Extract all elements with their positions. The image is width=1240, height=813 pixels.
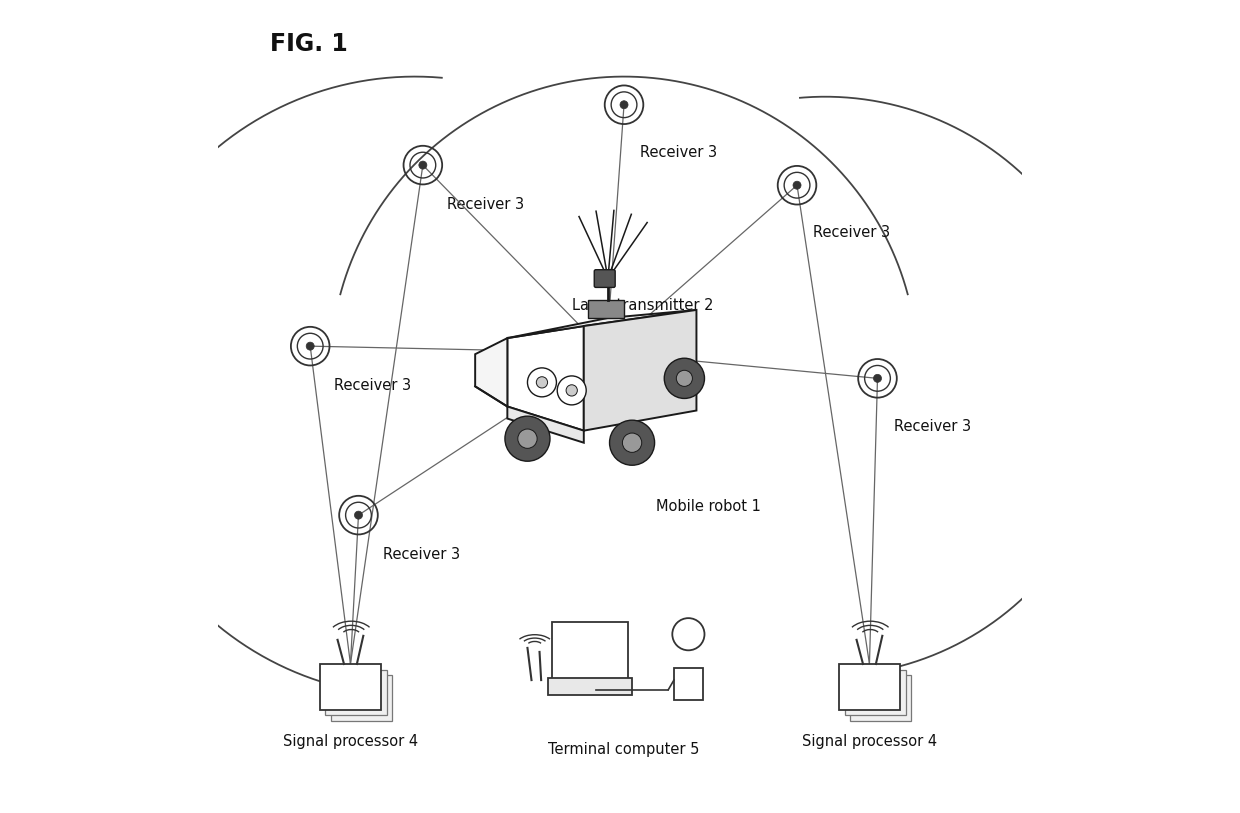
Circle shape bbox=[567, 385, 578, 396]
Polygon shape bbox=[475, 338, 507, 406]
Circle shape bbox=[419, 161, 427, 169]
Circle shape bbox=[620, 101, 627, 109]
FancyBboxPatch shape bbox=[839, 664, 900, 710]
Circle shape bbox=[672, 618, 704, 650]
FancyBboxPatch shape bbox=[594, 270, 615, 288]
FancyBboxPatch shape bbox=[320, 664, 381, 710]
Circle shape bbox=[873, 374, 882, 382]
Polygon shape bbox=[507, 406, 584, 443]
Text: Receiver 3: Receiver 3 bbox=[383, 547, 460, 563]
Circle shape bbox=[527, 367, 557, 397]
Text: Signal processor 4: Signal processor 4 bbox=[283, 734, 418, 749]
Text: Receiver 3: Receiver 3 bbox=[813, 225, 890, 241]
FancyBboxPatch shape bbox=[548, 678, 632, 695]
Circle shape bbox=[537, 376, 548, 388]
Text: Receiver 3: Receiver 3 bbox=[446, 198, 525, 212]
Circle shape bbox=[676, 370, 692, 386]
Polygon shape bbox=[331, 676, 392, 721]
Text: Receiver 3: Receiver 3 bbox=[640, 145, 717, 160]
FancyBboxPatch shape bbox=[673, 668, 703, 700]
Circle shape bbox=[557, 376, 587, 405]
Circle shape bbox=[355, 511, 362, 520]
Circle shape bbox=[794, 181, 801, 189]
Circle shape bbox=[665, 359, 704, 398]
Text: Mobile robot 1: Mobile robot 1 bbox=[656, 499, 761, 514]
Text: FIG. 1: FIG. 1 bbox=[270, 33, 347, 56]
Circle shape bbox=[505, 416, 551, 461]
Polygon shape bbox=[325, 670, 387, 715]
Text: Signal processor 4: Signal processor 4 bbox=[802, 734, 937, 749]
Circle shape bbox=[518, 429, 537, 448]
Text: Terminal computer 5: Terminal computer 5 bbox=[548, 742, 699, 757]
Text: Receiver 3: Receiver 3 bbox=[894, 419, 971, 433]
Circle shape bbox=[622, 433, 642, 452]
Polygon shape bbox=[844, 670, 905, 715]
Circle shape bbox=[306, 342, 314, 350]
Polygon shape bbox=[507, 310, 697, 338]
FancyBboxPatch shape bbox=[552, 622, 627, 680]
Polygon shape bbox=[588, 300, 624, 318]
Text: Laser transmitter 2: Laser transmitter 2 bbox=[572, 298, 713, 313]
Polygon shape bbox=[584, 310, 697, 431]
Polygon shape bbox=[851, 676, 911, 721]
Text: Receiver 3: Receiver 3 bbox=[335, 378, 412, 393]
Polygon shape bbox=[507, 326, 584, 431]
Circle shape bbox=[610, 420, 655, 465]
